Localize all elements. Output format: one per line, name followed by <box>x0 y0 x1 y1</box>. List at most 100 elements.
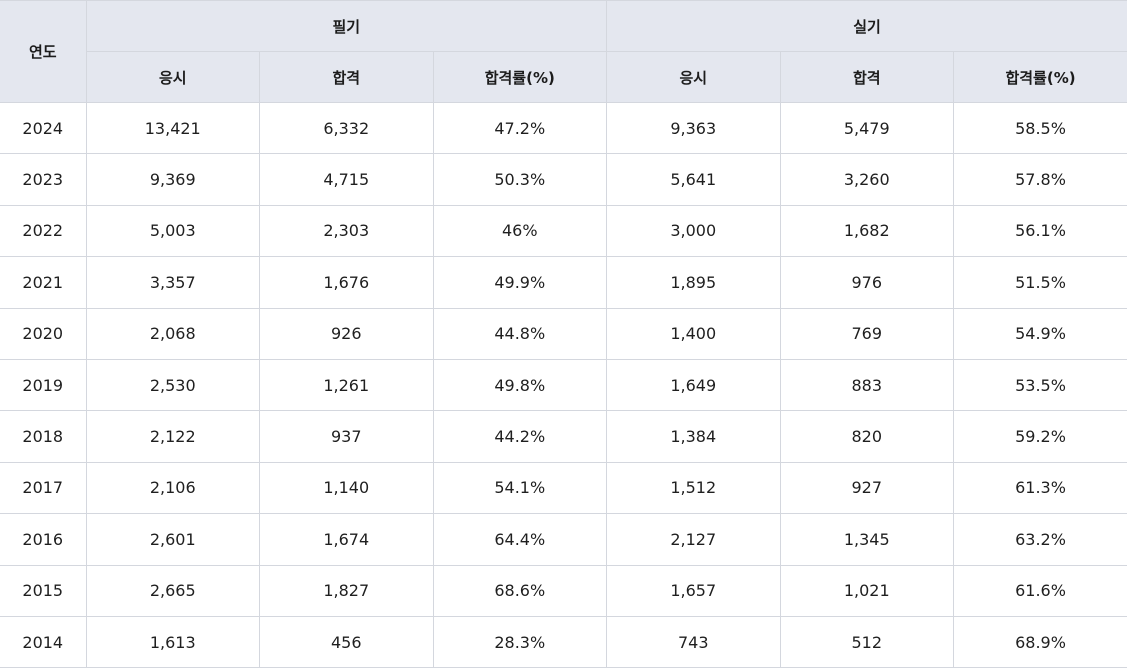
practical-passed-cell: 1,021 <box>779 564 955 617</box>
written-applicants-cell: 2,530 <box>85 358 260 412</box>
written-applicants-header: 응시 <box>86 51 260 103</box>
written-applicants-cell: 9,369 <box>85 153 260 206</box>
practical-passed-cell: 1,345 <box>779 513 955 566</box>
year-cell: 2020 <box>0 307 87 360</box>
written-applicants-cell: 2,068 <box>85 307 260 360</box>
written-pass-rate-cell: 49.8% <box>432 358 608 412</box>
table-row: 2024 13,421 6,332 47.2% 9,363 5,479 58.5… <box>0 101 1127 155</box>
written-passed-cell: 1,827 <box>259 564 434 617</box>
practical-pass-rate-cell: 63.2% <box>953 513 1127 566</box>
practical-applicants-cell: 1,400 <box>606 307 781 360</box>
practical-pass-rate-cell: 57.8% <box>953 153 1127 206</box>
written-passed-header: 합격 <box>259 51 434 103</box>
written-applicants-cell: 2,665 <box>85 564 260 617</box>
written-applicants-cell: 2,601 <box>85 513 260 566</box>
practical-applicants-cell: 2,127 <box>606 513 781 566</box>
written-pass-rate-cell: 46% <box>432 204 608 258</box>
written-pass-rate-cell: 28.3% <box>432 615 608 669</box>
year-cell: 2024 <box>0 101 87 155</box>
year-cell: 2015 <box>0 564 87 617</box>
table-row: 2022 5,003 2,303 46% 3,000 1,682 56.1% <box>0 204 1127 258</box>
header-row-columns: 응시 합격 합격률(%) 응시 합격 합격률(%) <box>0 51 1127 103</box>
practical-pass-rate-cell: 59.2% <box>953 410 1127 463</box>
practical-passed-cell: 883 <box>779 358 955 412</box>
practical-pass-rate-cell: 53.5% <box>953 358 1127 412</box>
practical-passed-cell: 820 <box>779 410 955 463</box>
practical-passed-cell: 3,260 <box>779 153 955 206</box>
written-pass-rate-cell: 50.3% <box>432 153 608 206</box>
table-row: 2019 2,530 1,261 49.8% 1,649 883 53.5% <box>0 358 1127 412</box>
table-row: 2014 1,613 456 28.3% 743 512 68.9% <box>0 615 1127 669</box>
practical-applicants-cell: 1,649 <box>606 358 781 412</box>
written-pass-rate-cell: 44.2% <box>432 410 608 463</box>
written-applicants-cell: 2,106 <box>85 461 260 515</box>
year-cell: 2016 <box>0 513 87 566</box>
table-row: 2016 2,601 1,674 64.4% 2,127 1,345 63.2% <box>0 513 1127 566</box>
written-pass-rate-cell: 49.9% <box>432 256 608 309</box>
practical-passed-cell: 769 <box>779 307 955 360</box>
practical-applicants-cell: 1,895 <box>606 256 781 309</box>
practical-applicants-cell: 9,363 <box>606 101 781 155</box>
practical-applicants-cell: 1,512 <box>606 461 781 515</box>
practical-pass-rate-cell: 58.5% <box>953 101 1127 155</box>
written-passed-cell: 1,140 <box>259 461 434 515</box>
year-cell: 2014 <box>0 615 87 669</box>
year-cell: 2018 <box>0 410 87 463</box>
table-header: 연도 필기 실기 응시 합격 합격률(%) 응시 합격 합격률(%) <box>0 0 1127 103</box>
practical-applicants-header: 응시 <box>606 51 781 103</box>
written-applicants-cell: 2,122 <box>85 410 260 463</box>
table-row: 2018 2,122 937 44.2% 1,384 820 59.2% <box>0 410 1127 463</box>
practical-pass-rate-cell: 68.9% <box>953 615 1127 669</box>
year-cell: 2017 <box>0 461 87 515</box>
written-exam-header: 필기 <box>85 0 608 52</box>
written-passed-cell: 2,303 <box>259 204 434 258</box>
practical-passed-cell: 5,479 <box>779 101 955 155</box>
header-row-groups: 연도 필기 실기 <box>0 0 1127 103</box>
practical-pass-rate-cell: 56.1% <box>953 204 1127 258</box>
written-passed-cell: 456 <box>259 615 434 669</box>
year-header: 연도 <box>0 0 87 103</box>
written-passed-cell: 1,261 <box>259 358 434 412</box>
table-body: 2024 13,421 6,332 47.2% 9,363 5,479 58.5… <box>0 101 1127 669</box>
table-row: 2020 2,068 926 44.8% 1,400 769 54.9% <box>0 307 1127 360</box>
practical-pass-rate-cell: 61.6% <box>953 564 1127 617</box>
table-row: 2023 9,369 4,715 50.3% 5,641 3,260 57.8% <box>0 153 1127 206</box>
practical-passed-cell: 1,682 <box>779 204 955 258</box>
practical-applicants-cell: 1,384 <box>606 410 781 463</box>
table-row: 2017 2,106 1,140 54.1% 1,512 927 61.3% <box>0 461 1127 515</box>
written-applicants-cell: 3,357 <box>85 256 260 309</box>
practical-applicants-cell: 1,657 <box>606 564 781 617</box>
written-pass-rate-cell: 68.6% <box>432 564 608 617</box>
written-passed-cell: 6,332 <box>259 101 434 155</box>
practical-applicants-cell: 743 <box>606 615 781 669</box>
written-passed-cell: 926 <box>259 307 434 360</box>
practical-passed-header: 합격 <box>779 51 955 103</box>
practical-passed-cell: 512 <box>779 615 955 669</box>
written-passed-cell: 1,676 <box>259 256 434 309</box>
practical-pass-rate-cell: 51.5% <box>953 256 1127 309</box>
practical-applicants-cell: 3,000 <box>606 204 781 258</box>
written-passed-cell: 1,674 <box>259 513 434 566</box>
table-row: 2021 3,357 1,676 49.9% 1,895 976 51.5% <box>0 256 1127 309</box>
written-pass-rate-cell: 64.4% <box>432 513 608 566</box>
practical-applicants-cell: 5,641 <box>606 153 781 206</box>
written-applicants-cell: 5,003 <box>85 204 260 258</box>
table-row: 2015 2,665 1,827 68.6% 1,657 1,021 61.6% <box>0 564 1127 617</box>
written-passed-cell: 937 <box>259 410 434 463</box>
practical-pass-rate-header: 합격률(%) <box>953 51 1127 103</box>
practical-exam-header: 실기 <box>606 0 1127 52</box>
written-pass-rate-cell: 54.1% <box>432 461 608 515</box>
year-cell: 2023 <box>0 153 87 206</box>
year-cell: 2021 <box>0 256 87 309</box>
practical-passed-cell: 976 <box>779 256 955 309</box>
written-pass-rate-header: 합격률(%) <box>432 51 608 103</box>
written-applicants-cell: 1,613 <box>85 615 260 669</box>
written-pass-rate-cell: 44.8% <box>432 307 608 360</box>
practical-pass-rate-cell: 61.3% <box>953 461 1127 515</box>
practical-pass-rate-cell: 54.9% <box>953 307 1127 360</box>
written-applicants-cell: 13,421 <box>85 101 260 155</box>
written-passed-cell: 4,715 <box>259 153 434 206</box>
written-pass-rate-cell: 47.2% <box>432 101 608 155</box>
year-cell: 2019 <box>0 358 87 412</box>
